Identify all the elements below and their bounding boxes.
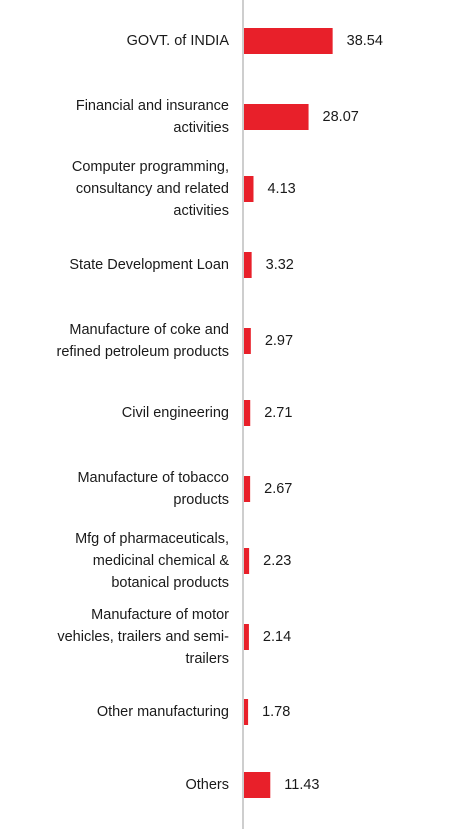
category-label: Other manufacturing <box>97 704 229 720</box>
category-label: botanical products <box>111 575 229 591</box>
category-label: Mfg of pharmaceuticals, <box>75 531 229 547</box>
value-label: 4.13 <box>267 181 295 197</box>
category-label: Civil engineering <box>122 405 229 421</box>
bar <box>244 28 333 54</box>
category-label: Financial and insurance <box>76 98 229 114</box>
bar <box>244 699 249 725</box>
category-label: Manufacture of tobacco <box>77 470 229 486</box>
bar <box>244 476 251 502</box>
category-label: medicinal chemical & <box>93 553 230 569</box>
category-label: Others <box>185 777 229 793</box>
value-label: 2.71 <box>264 405 292 421</box>
value-label: 28.07 <box>323 109 359 125</box>
category-label: refined petroleum products <box>57 344 230 360</box>
category-labels-group: GOVT. of INDIA Financial and insurance act… <box>57 33 230 793</box>
category-label: activities <box>173 120 229 136</box>
bar <box>244 624 249 650</box>
bar <box>244 328 251 354</box>
category-label: activities <box>173 203 229 219</box>
category-label: Manufacture of motor <box>91 607 229 623</box>
value-label: 2.67 <box>264 481 292 497</box>
bar <box>244 548 250 574</box>
value-label: 3.32 <box>266 257 294 273</box>
category-label: consultancy and related <box>76 181 229 197</box>
category-label: vehicles, trailers and semi- <box>57 629 229 645</box>
value-label: 2.23 <box>263 553 291 569</box>
category-label: Manufacture of coke and <box>69 322 229 338</box>
value-label: 11.43 <box>284 777 319 793</box>
bar <box>244 252 252 278</box>
bar <box>244 176 254 202</box>
category-label: trailers <box>185 651 229 667</box>
value-label: 1.78 <box>262 704 290 720</box>
category-label: GOVT. of INDIA <box>127 33 230 49</box>
category-label: State Development Loan <box>69 257 229 273</box>
bar <box>244 772 271 798</box>
value-labels-group: 38.54 28.07 4.13 3.32 2.97 2.71 2.67 2.23 2.14 1.… <box>262 33 383 793</box>
bar <box>244 400 251 426</box>
category-label: Computer programming, <box>72 159 229 175</box>
category-label: products <box>173 492 229 508</box>
value-label: 2.97 <box>265 333 293 349</box>
bars-group <box>244 28 333 798</box>
value-label: 38.54 <box>347 33 383 49</box>
value-label: 2.14 <box>263 629 291 645</box>
bar <box>244 104 309 130</box>
